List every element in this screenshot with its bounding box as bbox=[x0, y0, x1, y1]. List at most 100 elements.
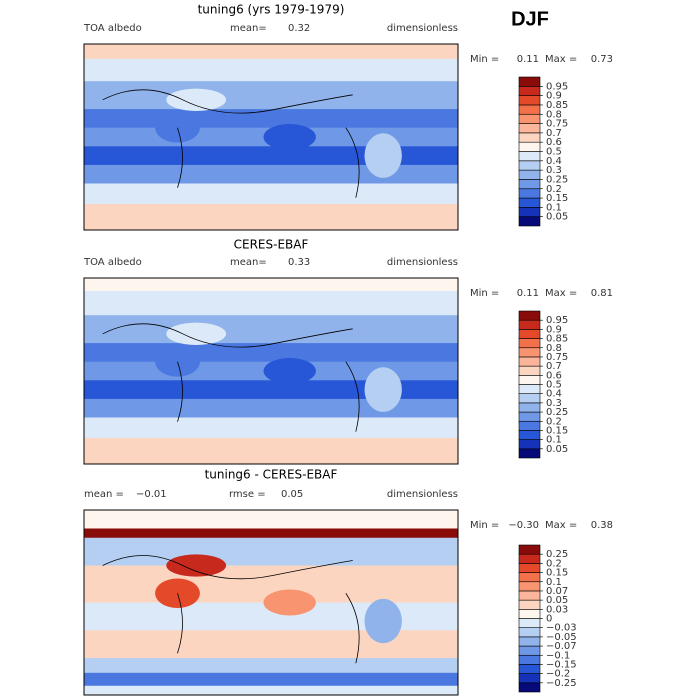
map-band bbox=[84, 315, 458, 344]
colorbar-swatch bbox=[518, 169, 541, 180]
units-label: dimensionless bbox=[387, 23, 458, 34]
colorbar-swatch bbox=[518, 95, 541, 106]
map-band bbox=[84, 44, 458, 60]
map-band bbox=[84, 291, 458, 316]
colorbar-swatch bbox=[518, 430, 541, 440]
map-feature bbox=[263, 589, 316, 616]
colorbar-label: 0.7 bbox=[546, 128, 562, 139]
map-band bbox=[84, 437, 458, 465]
colorbar-label: 0.4 bbox=[546, 389, 562, 400]
colorbar-swatch bbox=[518, 636, 541, 647]
colorbar-swatch bbox=[518, 544, 541, 555]
colorbar-label: 0.4 bbox=[546, 156, 562, 167]
units-label: dimensionless bbox=[387, 257, 458, 268]
colorbar-label: 0.25 bbox=[546, 549, 568, 560]
map-band bbox=[84, 398, 458, 418]
stat-value: −0.01 bbox=[136, 489, 167, 500]
colorbar-label: 0.95 bbox=[546, 315, 568, 326]
map-band bbox=[84, 672, 458, 687]
panel-title: tuning6 (yrs 1979-1979) bbox=[198, 3, 345, 17]
map-frame bbox=[83, 43, 459, 231]
colorbar-label: 0.15 bbox=[546, 425, 568, 436]
colorbar-label: 0.25 bbox=[546, 174, 568, 185]
colorbar-label: 0.85 bbox=[546, 334, 568, 345]
coastline bbox=[102, 323, 360, 432]
colorbar-label: 0.9 bbox=[546, 91, 562, 102]
colorbar-label: 0.75 bbox=[546, 119, 568, 130]
max-value: 0.73 bbox=[591, 54, 613, 65]
colorbar-label: 0.85 bbox=[546, 100, 568, 111]
map-band bbox=[84, 146, 458, 166]
colorbar-swatch bbox=[518, 197, 541, 208]
panel-title: CERES-EBAF bbox=[234, 238, 309, 252]
coastline bbox=[102, 89, 360, 198]
map-feature bbox=[364, 598, 402, 644]
colorbar-label: 0.6 bbox=[546, 137, 562, 148]
colorbar-label: 0.05 bbox=[546, 595, 568, 606]
colorbar-label: 0.2 bbox=[546, 184, 562, 195]
colorbar-label: 0.2 bbox=[546, 416, 562, 427]
colorbar-swatch bbox=[518, 319, 541, 330]
colorbar-swatch bbox=[518, 151, 541, 162]
map-band bbox=[84, 380, 458, 400]
stat-label: mean= bbox=[230, 257, 267, 268]
field-label: TOA albedo bbox=[83, 23, 142, 34]
max-value: 0.38 bbox=[591, 520, 613, 531]
colorbar-label: −0.2 bbox=[546, 669, 570, 680]
map-band bbox=[84, 630, 458, 659]
colorbar-swatch bbox=[518, 76, 541, 87]
colorbar-label: 0.05 bbox=[546, 444, 568, 455]
map-feature bbox=[166, 322, 227, 345]
colorbar-swatch bbox=[518, 618, 541, 628]
colorbar-label: −0.1 bbox=[546, 650, 570, 661]
map-frame bbox=[83, 509, 459, 696]
colorbar-swatch bbox=[518, 338, 541, 349]
min-label: Min = bbox=[470, 288, 499, 299]
map-band bbox=[84, 109, 458, 129]
map-band bbox=[84, 343, 458, 363]
colorbar-label: 0.95 bbox=[546, 81, 568, 92]
map-band bbox=[84, 528, 458, 539]
colorbar-label: 0.5 bbox=[546, 147, 562, 158]
field-label: TOA albedo bbox=[83, 257, 142, 268]
colorbar-swatch bbox=[518, 581, 541, 592]
map-band bbox=[84, 164, 458, 184]
colorbar-swatch bbox=[518, 160, 541, 171]
colorbar-swatch bbox=[518, 86, 541, 96]
map-band bbox=[84, 183, 458, 205]
map-band bbox=[84, 510, 458, 529]
colorbar-swatch bbox=[518, 141, 541, 152]
panel-title: tuning6 - CERES-EBAF bbox=[205, 468, 338, 482]
map-band bbox=[84, 278, 458, 292]
min-label: Min = bbox=[470, 54, 499, 65]
colorbar-swatch bbox=[518, 179, 541, 190]
colorbar-swatch bbox=[518, 448, 541, 459]
min-value: 0.11 bbox=[517, 288, 539, 299]
colorbar-swatch bbox=[518, 207, 541, 217]
map-band bbox=[84, 685, 458, 696]
colorbar-label: 0.75 bbox=[546, 352, 568, 363]
coastline bbox=[102, 555, 360, 664]
map-band bbox=[84, 417, 458, 439]
colorbar-swatch bbox=[518, 572, 541, 583]
colorbar-swatch bbox=[518, 104, 541, 115]
colorbar-swatch bbox=[518, 654, 541, 665]
colorbar-label: −0.25 bbox=[546, 678, 577, 689]
colorbar-swatch bbox=[518, 113, 541, 124]
colorbar-label: 0.25 bbox=[546, 407, 568, 418]
colorbar-label: 0.15 bbox=[546, 568, 568, 579]
stat-label: mean = bbox=[84, 489, 124, 500]
colorbar-swatch bbox=[518, 356, 541, 367]
map-band bbox=[84, 81, 458, 110]
colorbar-swatch bbox=[518, 590, 541, 601]
stat-label: mean= bbox=[230, 23, 267, 34]
colorbar-label: 0.8 bbox=[546, 343, 562, 354]
min-label: Min = bbox=[470, 520, 499, 531]
colorbar-label: −0.05 bbox=[546, 632, 577, 643]
max-label: Max = bbox=[545, 54, 577, 65]
map-band bbox=[84, 658, 458, 674]
stat-value: 0.33 bbox=[288, 257, 310, 268]
colorbar-label: 0.1 bbox=[546, 202, 562, 213]
max-value: 0.81 bbox=[591, 288, 613, 299]
